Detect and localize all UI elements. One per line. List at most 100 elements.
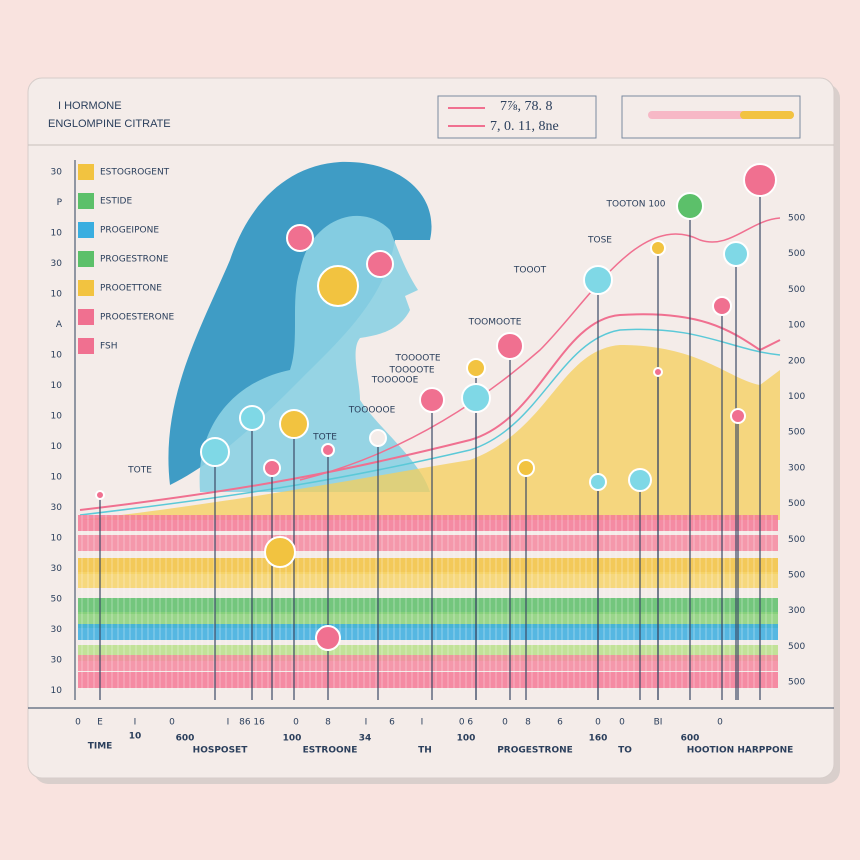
right-tick-label: 500	[788, 285, 805, 295]
bottom-tick: 0	[169, 718, 175, 728]
left-tick-label: 10	[51, 442, 63, 452]
bottom-label: 600	[681, 734, 700, 744]
slider-box	[621, 95, 801, 139]
callout: TOTE	[127, 466, 152, 476]
bottom-label: HOSPOSET	[193, 746, 249, 756]
legend-label: ESTIDE	[100, 197, 132, 207]
right-tick-label: 500	[788, 535, 805, 545]
bottom-tick: 0 6	[459, 718, 474, 728]
left-tick-label: 10	[51, 229, 63, 239]
legend-swatch	[78, 222, 94, 238]
legend-label: PROOESTERONE	[100, 313, 175, 323]
marker	[517, 459, 535, 477]
bottom-label: TH	[418, 746, 432, 756]
right-tick-label: 100	[788, 392, 805, 402]
bottom-label: 34	[359, 734, 372, 744]
header-subtitle: ENGLOMPINE CITRATE	[48, 118, 171, 130]
legend-swatch	[78, 280, 94, 296]
legend-label: PROGEIPONE	[100, 226, 159, 236]
left-tick-label: 30	[51, 564, 63, 574]
readout: 7, 0. 11, 8ne	[490, 119, 559, 134]
legend-swatch	[78, 309, 94, 325]
curve	[79, 328, 781, 516]
left-tick-label: 30	[51, 259, 63, 269]
marker	[628, 468, 652, 492]
right-tick-label: 300	[788, 463, 805, 473]
marker	[369, 429, 387, 447]
marker	[317, 265, 359, 307]
callout: TOOMOOTE	[468, 318, 522, 328]
marker	[466, 358, 486, 378]
bottom-tick: 0	[595, 718, 601, 728]
curve	[79, 313, 781, 511]
bottom-tick: 0	[75, 718, 81, 728]
bottom-label: PROGESTRONE	[497, 746, 573, 756]
legend-label: FSH	[100, 342, 118, 352]
bottom-tick: 8	[525, 718, 531, 728]
bottom-tick: 6	[557, 718, 563, 728]
legend-label: PROGESTRONE	[100, 255, 169, 265]
bottom-label: 160	[589, 734, 608, 744]
right-tick-label: 500	[788, 428, 805, 438]
legend-label: ESTOGROGENT	[100, 168, 170, 178]
band	[78, 572, 778, 588]
marker	[653, 367, 663, 377]
marker	[95, 490, 105, 500]
legend-swatch	[78, 338, 94, 354]
marker	[321, 443, 335, 457]
bottom-tick: I	[227, 718, 230, 728]
bottom-tick: 0	[502, 718, 508, 728]
right-tick-label: 500	[788, 214, 805, 224]
marker	[286, 224, 314, 252]
callout: TOSE	[587, 236, 612, 246]
marker	[496, 332, 524, 360]
bottom-tick: I	[134, 718, 137, 728]
bottom-label: 600	[176, 734, 195, 744]
slider-fill	[740, 111, 794, 119]
bottom-tick: 0	[717, 718, 723, 728]
callout: TOOTON 100	[605, 200, 665, 210]
right-tick-label: 500	[788, 499, 805, 509]
callout: TOTE	[312, 433, 337, 443]
marker	[723, 241, 749, 267]
marker	[279, 409, 309, 439]
marker	[366, 250, 394, 278]
marker	[650, 240, 666, 256]
bottom-tick: 86 16	[239, 718, 265, 728]
bottom-tick: 8	[325, 718, 331, 728]
curve	[299, 217, 781, 481]
marker	[461, 383, 491, 413]
bottom-label: TIME	[88, 742, 113, 752]
right-tick-label: 500	[788, 678, 805, 688]
right-tick-label: 500	[788, 642, 805, 652]
band	[78, 598, 778, 614]
bottom-tick: E	[97, 718, 103, 728]
left-tick-label: 30	[51, 625, 63, 635]
band	[78, 672, 778, 688]
left-tick-label: 10	[51, 412, 63, 422]
marker	[315, 625, 341, 651]
header-title: I HORMONE	[58, 100, 122, 112]
bottom-label: HOOTION HARPPONE	[687, 746, 794, 756]
left-tick-label: P	[57, 198, 63, 208]
callout: TOOOOTE	[394, 354, 440, 364]
right-tick-label: 300	[788, 606, 805, 616]
left-tick-label: 10	[51, 381, 63, 391]
bottom-label: TO	[618, 746, 632, 756]
bottom-tick: 0	[619, 718, 625, 728]
marker	[583, 265, 613, 295]
left-tick-label: 30	[51, 168, 63, 178]
right-tick-label: 500	[788, 571, 805, 581]
marker	[264, 536, 296, 568]
left-tick-label: 10	[51, 686, 63, 696]
band	[78, 535, 778, 551]
left-tick-label: 10	[51, 473, 63, 483]
band	[78, 515, 778, 531]
legend-swatch	[78, 251, 94, 267]
left-tick-label: 10	[51, 534, 63, 544]
marker	[730, 408, 746, 424]
bottom-label: 100	[283, 734, 302, 744]
marker	[200, 437, 230, 467]
left-tick-label: 50	[51, 595, 63, 605]
